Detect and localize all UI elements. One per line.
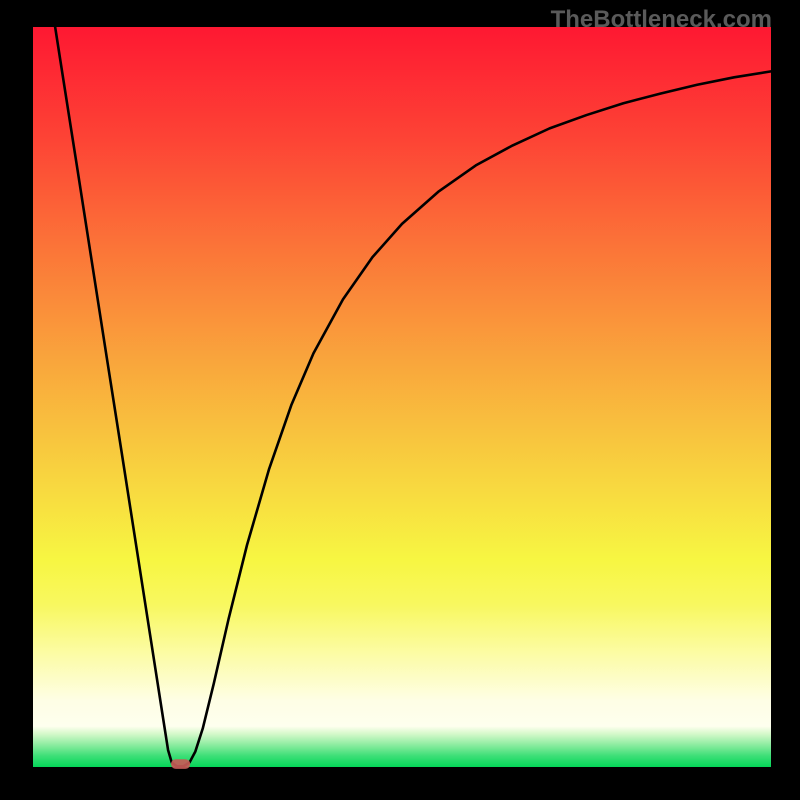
chart-container: TheBottleneck.com xyxy=(0,0,800,800)
plot-background xyxy=(33,27,771,767)
gradient-curve-chart xyxy=(0,0,800,800)
optimal-marker xyxy=(171,759,190,769)
